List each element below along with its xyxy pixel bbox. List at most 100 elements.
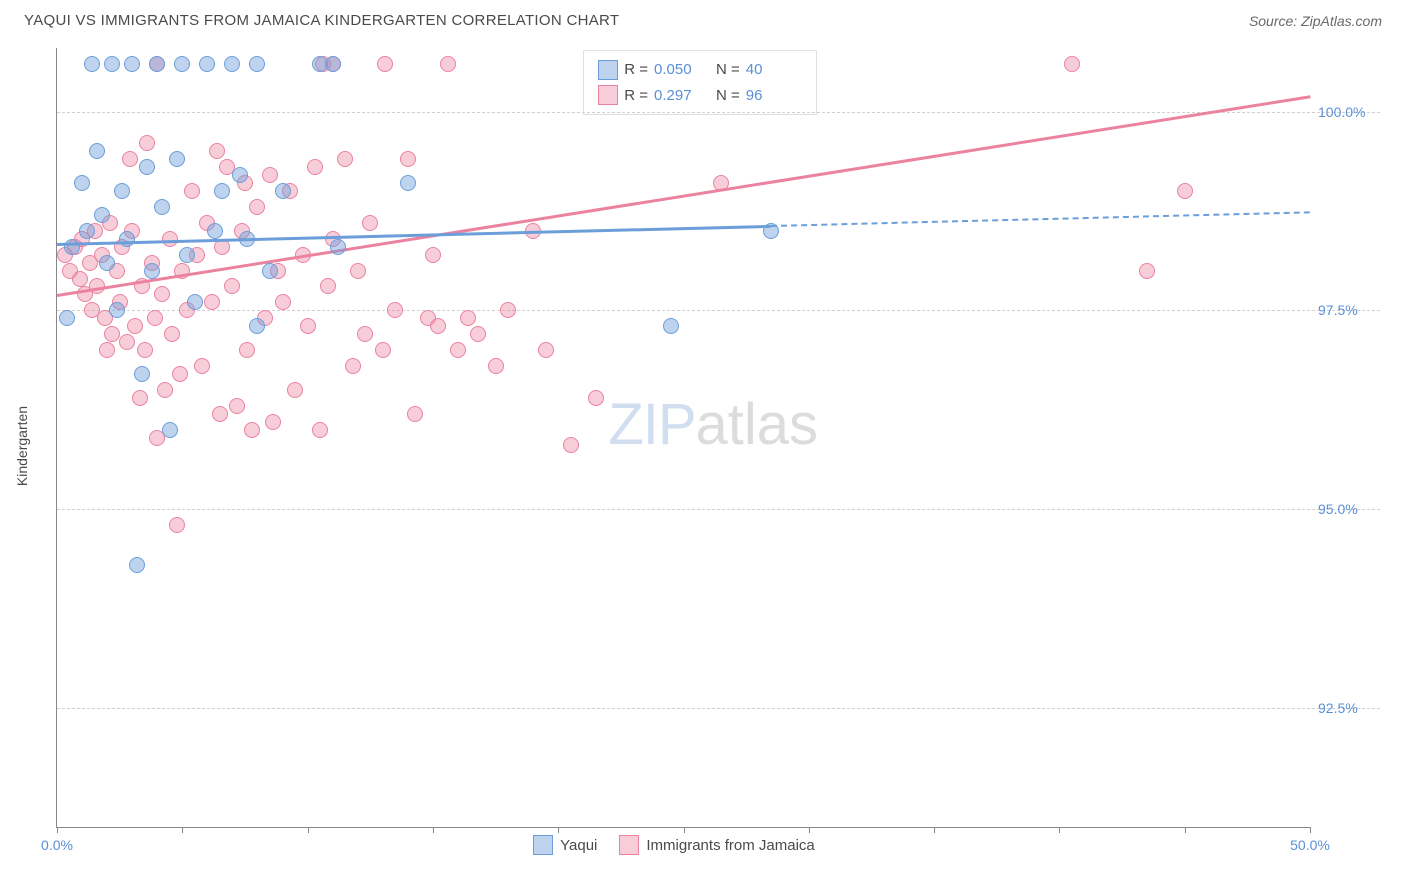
scatter-point [588,390,604,406]
scatter-point [450,342,466,358]
scatter-point [440,56,456,72]
scatter-point [137,342,153,358]
xtick [182,827,183,833]
scatter-point [350,263,366,279]
scatter-point [430,318,446,334]
n-label: N = [716,57,740,83]
ytick-label: 97.5% [1318,302,1382,318]
scatter-point [199,56,215,72]
scatter-point [249,199,265,215]
scatter-point [265,414,281,430]
scatter-point [104,56,120,72]
scatter-point [124,56,140,72]
chart-plot-area: ZIPatlas R = 0.050 N = 40 R = 0.297 N = … [56,48,1310,828]
scatter-point [207,223,223,239]
xtick [57,827,58,833]
chart-title: YAQUI VS IMMIGRANTS FROM JAMAICA KINDERG… [24,12,619,29]
scatter-point [109,302,125,318]
scatter-point [119,334,135,350]
scatter-point [149,56,165,72]
scatter-point [139,135,155,151]
scatter-point [287,382,303,398]
xtick-label: 50.0% [1290,837,1330,853]
scatter-point [89,143,105,159]
scatter-point [157,382,173,398]
scatter-point [72,271,88,287]
scatter-point [337,151,353,167]
scatter-point [204,294,220,310]
regression-line [57,96,1310,297]
scatter-point [1177,183,1193,199]
scatter-point [99,255,115,271]
scatter-point [275,294,291,310]
scatter-point [377,56,393,72]
scatter-point [538,342,554,358]
r-label: R = [624,83,648,109]
scatter-point [400,151,416,167]
xtick [1185,827,1186,833]
ytick-label: 95.0% [1318,501,1382,517]
scatter-point [229,398,245,414]
scatter-point [164,326,180,342]
chart-source: Source: ZipAtlas.com [1249,13,1382,29]
scatter-point [162,422,178,438]
r-value-yaqui: 0.050 [654,57,710,83]
watermark: ZIPatlas [608,391,818,458]
scatter-point [122,151,138,167]
scatter-point [387,302,403,318]
legend-item-yaqui: Yaqui [533,835,597,855]
scatter-point [345,358,361,374]
scatter-point [139,159,155,175]
scatter-point [144,263,160,279]
r-label: R = [624,57,648,83]
scatter-point [330,239,346,255]
regression-line [771,211,1310,227]
scatter-point [129,557,145,573]
scatter-point [119,231,135,247]
scatter-point [74,175,90,191]
xtick [809,827,810,833]
scatter-point [134,366,150,382]
ytick-label: 92.5% [1318,700,1382,716]
scatter-point [212,406,228,422]
scatter-point [407,406,423,422]
scatter-point [187,294,203,310]
xtick [558,827,559,833]
xtick-label: 0.0% [41,837,73,853]
xtick [684,827,685,833]
scatter-point [99,342,115,358]
swatch-yaqui [598,60,618,80]
scatter-point [169,517,185,533]
watermark-zip: ZIP [608,392,695,457]
scatter-point [1139,263,1155,279]
scatter-point [460,310,476,326]
scatter-point [375,342,391,358]
xtick [934,827,935,833]
scatter-point [214,183,230,199]
scatter-point [563,437,579,453]
gridline [57,310,1380,311]
scatter-point [325,56,341,72]
scatter-point [239,342,255,358]
scatter-point [1064,56,1080,72]
scatter-point [84,56,100,72]
legend-label-yaqui: Yaqui [560,837,597,854]
scatter-point [232,167,248,183]
y-axis-label: Kindergarten [14,406,30,486]
legend-row-yaqui: R = 0.050 N = 40 [598,57,802,83]
scatter-point [307,159,323,175]
scatter-point [488,358,504,374]
xtick [433,827,434,833]
swatch-jamaica [619,835,639,855]
scatter-point [194,358,210,374]
gridline [57,509,1380,510]
n-value-yaqui: 40 [746,57,802,83]
series-legend: Yaqui Immigrants from Jamaica [533,835,815,855]
scatter-point [312,422,328,438]
scatter-point [425,247,441,263]
scatter-point [400,175,416,191]
scatter-point [104,326,120,342]
scatter-point [224,56,240,72]
legend-row-jamaica: R = 0.297 N = 96 [598,83,802,109]
scatter-point [179,247,195,263]
